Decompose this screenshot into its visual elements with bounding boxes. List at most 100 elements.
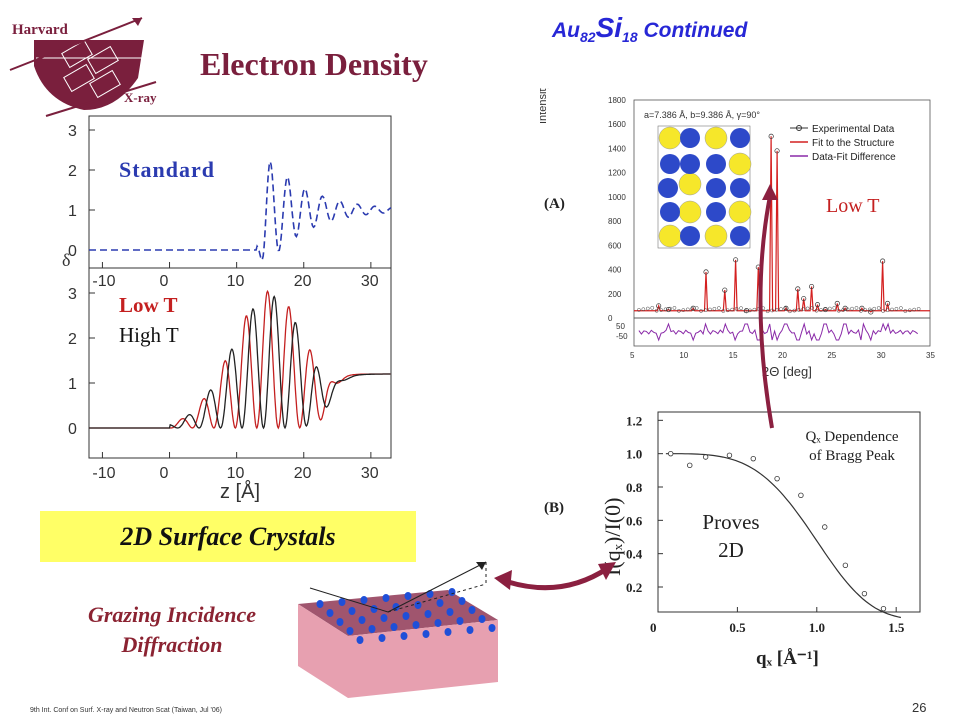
baseline-marker (788, 309, 792, 314)
qz-data-point (822, 524, 828, 530)
gid-line-1: Grazing Incidence (87, 602, 257, 627)
intensity-ytick: 0 (608, 314, 613, 323)
baseline-marker (885, 308, 890, 313)
peak-marker (768, 133, 774, 139)
surface-atom (316, 600, 324, 608)
baseline-marker (743, 309, 748, 313)
surface-crystals-banner: 2D Surface Crystals (40, 511, 416, 562)
surface-atom (446, 608, 454, 616)
two-theta-axis-label: 2Θ [deg] (762, 364, 812, 379)
legend-difference: Data-Fit Difference (812, 152, 896, 163)
delta-axis-label: δ (62, 250, 70, 270)
peak-marker (868, 309, 874, 315)
temperature-ytick: 2 (68, 331, 77, 348)
qz-ytick: 1.2 (626, 413, 642, 428)
baseline-marker (712, 306, 717, 311)
peak-marker (665, 306, 672, 313)
subtitle-si-subscript: 18 (622, 29, 638, 46)
panel-a-tag: (A) (544, 196, 565, 212)
intensity-ytick: 1200 (608, 169, 626, 178)
gid-sample-illustration (298, 561, 498, 698)
standard-ytick: 0 (68, 243, 77, 260)
baseline-marker (841, 308, 846, 312)
surface-atom (370, 605, 378, 613)
temperature-ytick: 0 (68, 421, 77, 438)
qz-ytick: 0.6 (626, 513, 643, 528)
si-atom (730, 178, 750, 198)
surface-atom (488, 624, 496, 632)
standard-ytick: 2 (68, 163, 77, 180)
unit-cell-annotation: a=7.386 Å, b=9.386 Å, γ=90° (644, 110, 760, 120)
baseline-marker (814, 308, 819, 313)
si-atom (706, 178, 726, 198)
qz-ytick: 0.4 (626, 547, 643, 562)
surface-atom (400, 632, 408, 640)
qz-ytick: 1.0 (626, 447, 642, 462)
high-t-density-curve (89, 295, 391, 430)
slab-front-face (348, 620, 498, 698)
peak-marker (809, 283, 815, 290)
slide-subtitle: Au82Si18 Continued (552, 12, 747, 45)
qz-ytick: 0.8 (626, 480, 643, 495)
fit-curve (634, 136, 930, 313)
standard-xtick: 0 (160, 273, 169, 290)
peak-marker (722, 287, 728, 293)
au-atom (658, 126, 682, 150)
temperature-xtick: -10 (92, 465, 115, 482)
panel-b-ticks: 0.2 0.4 0.6 0.8 1.0 1.2 0 0.5 1.0 1.5 (626, 413, 905, 635)
surface-atom (378, 634, 386, 642)
baseline-marker (899, 306, 903, 310)
baseline-marker (739, 306, 743, 311)
left-tick-labels: 0 0 1 1 2 2 3 3 -10 -10 0 0 10 10 20 20 30 30 (68, 123, 379, 482)
baseline-marker (690, 306, 695, 311)
baseline-marker (916, 307, 921, 311)
proves-line-1: Proves (702, 510, 760, 534)
peak-marker (743, 308, 750, 314)
subtitle-au-subscript: 82 (580, 29, 596, 46)
surface-atom (382, 594, 390, 602)
temperature-xtick: 0 (160, 465, 169, 482)
high-t-label: High T (119, 323, 179, 347)
intensity-ytick: 400 (608, 266, 622, 275)
peak-marker (814, 302, 821, 308)
two-theta-xtick: 10 (679, 351, 688, 360)
standard-density-curve (89, 158, 392, 262)
surface-atom (338, 598, 346, 606)
data-fit-difference-curve (638, 322, 919, 342)
electron-density-figure: 0 0 1 1 2 2 3 3 -10 -10 0 0 10 10 20 20 30 30 δ z [Å] (62, 115, 392, 503)
surface-atom (348, 607, 356, 615)
surface-atom (326, 609, 334, 617)
panel-b-tag: (B) (544, 500, 564, 516)
footer-citation: 9th Int. Conf on Surf. X-ray and Neutron… (30, 707, 222, 714)
qz-data-point (880, 605, 887, 612)
qz-xtick: 0.5 (729, 620, 746, 635)
baseline-marker (881, 309, 885, 313)
si-atom (730, 128, 750, 148)
surface-atom (444, 628, 452, 636)
au-atom (728, 200, 752, 224)
banner-text: 2D Surface Crystals (120, 522, 336, 551)
baseline-marker (872, 306, 877, 311)
baseline-marker (672, 306, 677, 310)
peak-marker (834, 300, 840, 307)
gid-line-2: Diffraction (121, 632, 223, 657)
baseline-marker (854, 306, 859, 310)
slab-top-face (298, 590, 498, 636)
panel-a-low-t-label: Low T (822, 195, 884, 218)
baseline-marker (792, 308, 797, 313)
surface-atom (434, 619, 442, 627)
si-atom (680, 128, 700, 148)
standard-xtick: 10 (227, 273, 245, 290)
baseline-marker (819, 308, 823, 312)
surface-atom (358, 616, 366, 624)
qz-data-point (687, 462, 693, 469)
au-atom (704, 126, 728, 150)
baseline-marker (677, 308, 681, 313)
standard-ytick: 3 (68, 123, 77, 140)
si-atom (730, 226, 750, 246)
qz-data-point (798, 492, 804, 499)
baseline-marker (708, 307, 712, 312)
au-atom (658, 224, 682, 248)
panel-b-qz-plot: (B) I(qₓ)/I(0) 0.2 0.4 0.6 0.8 1.0 1.2 0 0.5 1.0… (544, 411, 921, 669)
surface-atom (466, 626, 474, 634)
